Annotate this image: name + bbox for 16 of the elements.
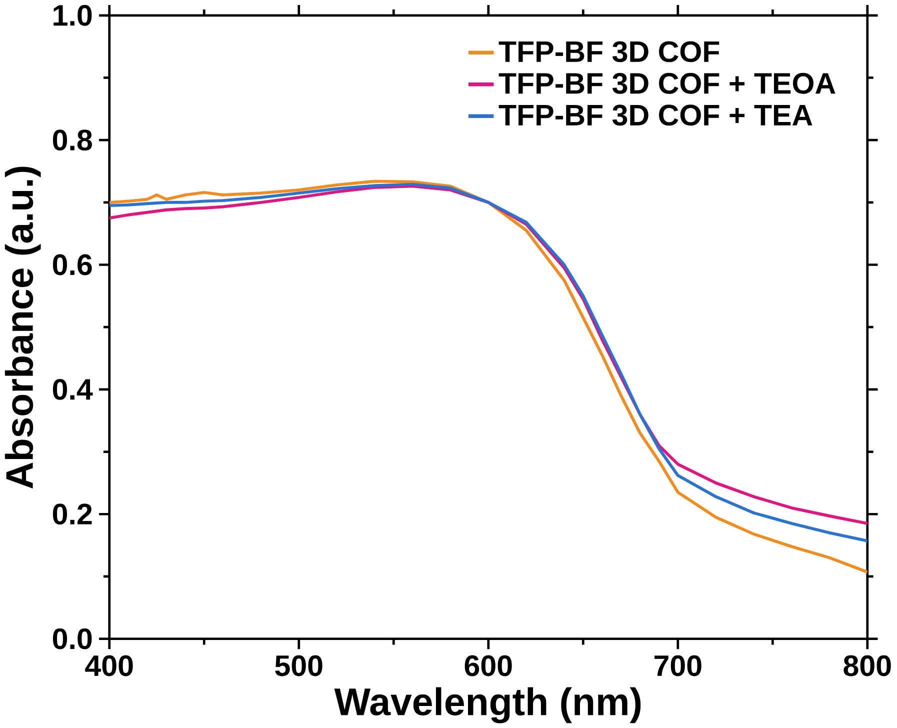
x-axis-title: Wavelength (nm) [334,687,641,724]
x-tick-label: 700 [654,655,702,676]
y-tick-label: 0.0 [52,628,92,650]
x-tick-label: 500 [275,655,322,676]
y-axis-title: Absorbance (a.u.) [4,166,41,488]
y-tick-label: 0.8 [52,130,92,150]
legend-label: TFP-BF 3D COF + TEOA [498,72,836,94]
x-tick-label: 800 [844,655,891,676]
y-tick-label: 0.6 [52,254,92,276]
y-tick-label: 0.2 [52,504,92,524]
x-tick-label: 400 [85,655,133,676]
legend-label: TFP-BF 3D COF [498,41,720,62]
legend-label: TFP-BF 3D COF + TEA [498,104,812,126]
y-tick-label: 1.0 [54,4,92,26]
x-tick-label: 600 [464,655,512,676]
y-tick-label: 0.4 [52,378,93,400]
